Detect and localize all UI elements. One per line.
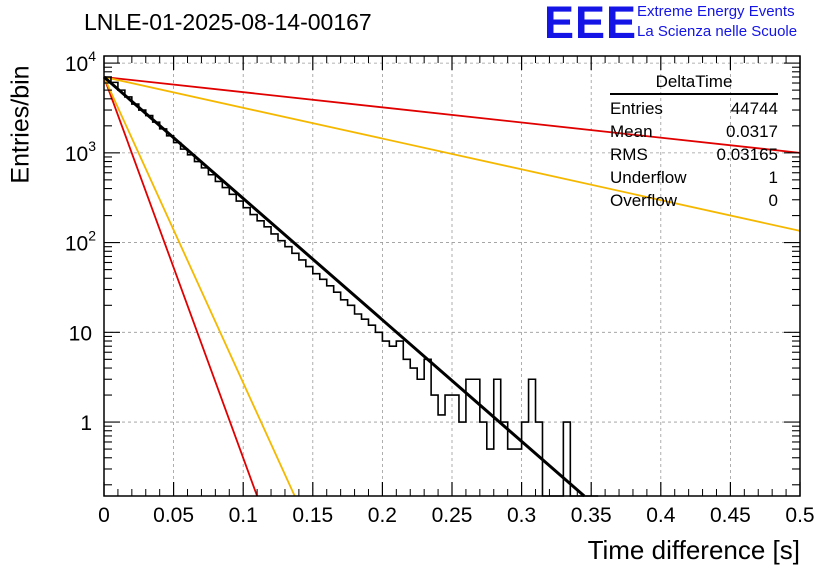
stats-value: 0.03165: [716, 145, 778, 164]
axes: 0 0.05 0.1 0.15 0.2 0.25 0.3 0.35 0.4 0.45 0.51101…: [65, 48, 815, 527]
series-fit: [103, 75, 586, 498]
stats-row-entries: Entries 44744: [610, 97, 778, 120]
stats-value: 0: [768, 191, 778, 210]
fit-curve: [103, 75, 586, 498]
stats-value: 0.0317: [726, 122, 778, 141]
x-tick-label: 0.45: [710, 504, 751, 527]
series-orange-shallow: [103, 76, 801, 232]
stats-label: Underflow: [610, 168, 687, 187]
x-tick-label: 0: [98, 504, 110, 527]
reference-lines: [103, 76, 801, 497]
org-name-line2: La Scienza nelle Scuole: [637, 23, 798, 40]
y-tick-label: 1: [80, 412, 92, 435]
x-tick-label: 0.4: [646, 504, 676, 527]
stats-label: Entries: [610, 99, 663, 118]
y-tick-label: 104: [65, 48, 96, 76]
x-tick-label: 0.3: [507, 504, 536, 527]
stats-box: DeltaTime Entries 44744 Mean 0.0317 RMS …: [610, 72, 778, 212]
chart-title: LNLE-01-2025-08-14-00167: [84, 9, 372, 35]
stats-value: 44744: [730, 99, 778, 118]
stats-row-mean: Mean 0.0317: [610, 120, 778, 143]
x-tick-label: 0.2: [368, 504, 397, 527]
stats-label: Overflow: [610, 191, 678, 210]
stats-label: Mean: [610, 122, 653, 141]
x-tick-label: 0.1: [229, 504, 258, 527]
y-axis-label: Entries/bin: [6, 65, 35, 184]
stats-row-underflow: Underflow 1: [610, 166, 778, 189]
series-red-steep: [103, 76, 258, 497]
stats-value: 1: [768, 168, 778, 187]
x-tick-label: 0.15: [292, 504, 333, 527]
x-tick-label: 0.5: [785, 504, 814, 527]
y-tick-label: 102: [65, 228, 96, 256]
x-tick-label: 0.05: [153, 504, 194, 527]
y-tick-label: 10: [69, 322, 92, 345]
y-tick-label: 103: [65, 138, 96, 166]
series-orange-steep: [103, 76, 296, 497]
x-axis-label: Time difference [s]: [587, 535, 800, 565]
stats-label: RMS: [610, 145, 648, 164]
stats-row-overflow: Overflow 0: [610, 189, 778, 212]
stats-title: DeltaTime: [610, 72, 778, 95]
stats-row-rms: RMS 0.03165: [610, 143, 778, 166]
x-tick-label: 0.35: [571, 504, 612, 527]
series-red-shallow: [103, 76, 801, 154]
org-name-line1: Extreme Energy Events: [637, 3, 795, 20]
histogram: [104, 76, 599, 497]
eee-logo: EEE: [544, 0, 638, 48]
x-tick-label: 0.25: [432, 504, 473, 527]
